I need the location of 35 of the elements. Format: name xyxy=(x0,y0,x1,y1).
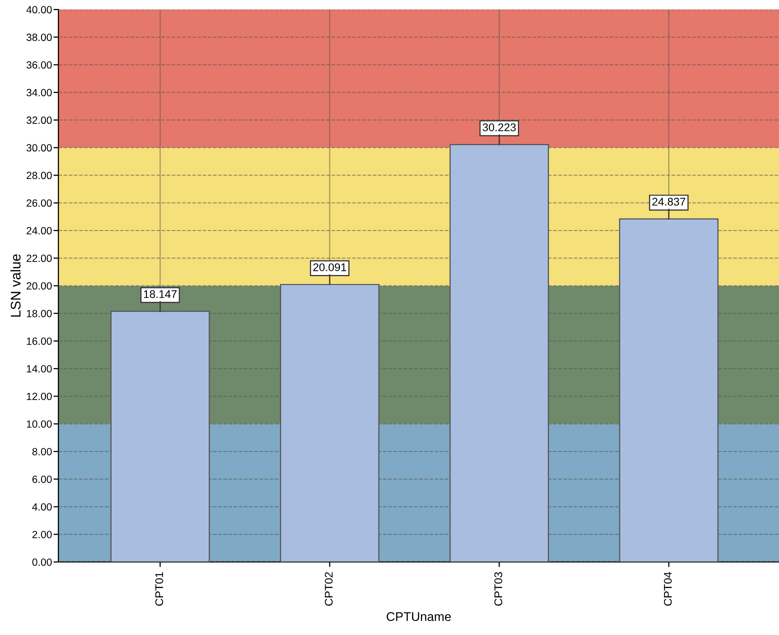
y-tick-label: 26.00 xyxy=(26,199,52,207)
y-tick-label: 2.00 xyxy=(32,530,52,538)
x-tick-label: CPT01 xyxy=(155,572,164,606)
y-tick-label: 18.00 xyxy=(26,310,52,318)
bar xyxy=(280,284,380,562)
y-tick-label: 34.00 xyxy=(26,88,52,96)
y-tick-label: 30.00 xyxy=(26,144,52,152)
x-axis-title: CPTUname xyxy=(386,612,451,622)
y-tick-label: 14.00 xyxy=(26,365,52,372)
x-tick-label: CPT04 xyxy=(664,572,672,606)
bar xyxy=(110,310,210,562)
bar xyxy=(619,218,719,562)
y-tick-label: 28.00 xyxy=(26,172,52,180)
y-tick-label: 16.00 xyxy=(26,337,52,345)
y-tick-label: 38.00 xyxy=(26,34,52,42)
data-label: 18.147 xyxy=(144,290,177,298)
y-tick-label: 40.00 xyxy=(26,6,52,14)
data-label: 24.837 xyxy=(652,198,686,206)
x-tick-label: CPT03 xyxy=(494,572,502,606)
y-tick-label: 12.00 xyxy=(26,392,52,400)
y-tick-label: 8.00 xyxy=(32,448,52,456)
y-axis-title: LSN value xyxy=(10,254,21,317)
y-tick-label: 4.00 xyxy=(32,503,52,511)
y-tick-label: 36.00 xyxy=(26,61,52,69)
data-label: 30.223 xyxy=(482,123,516,132)
y-tick-label: 20.00 xyxy=(26,282,52,290)
y-tick-label: 0.00 xyxy=(32,558,52,566)
x-tick-label: CPT02 xyxy=(324,572,333,606)
y-tick-label: 10.00 xyxy=(26,420,52,428)
y-tick-label: 32.00 xyxy=(26,116,52,124)
y-tick-label: 24.00 xyxy=(26,227,52,234)
y-tick-label: 22.00 xyxy=(26,254,52,262)
data-label: 20.091 xyxy=(313,263,346,272)
bar xyxy=(450,144,549,562)
y-tick-label: 6.00 xyxy=(32,476,52,483)
